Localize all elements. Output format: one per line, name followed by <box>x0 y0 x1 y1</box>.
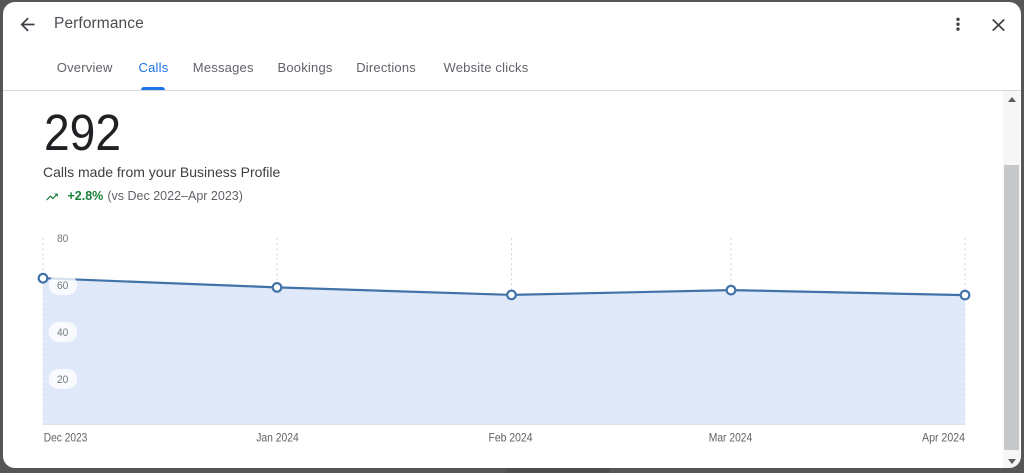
svg-text:Feb 2024: Feb 2024 <box>489 431 533 445</box>
svg-text:60: 60 <box>57 280 68 292</box>
svg-text:20: 20 <box>57 374 68 386</box>
svg-text:40: 40 <box>57 327 68 339</box>
svg-text:80: 80 <box>57 233 68 245</box>
svg-text:Jan 2024: Jan 2024 <box>256 431 299 445</box>
svg-text:Mar 2024: Mar 2024 <box>709 431 753 445</box>
svg-text:Dec 2023: Dec 2023 <box>44 431 88 445</box>
svg-text:Apr 2024: Apr 2024 <box>922 431 965 445</box>
